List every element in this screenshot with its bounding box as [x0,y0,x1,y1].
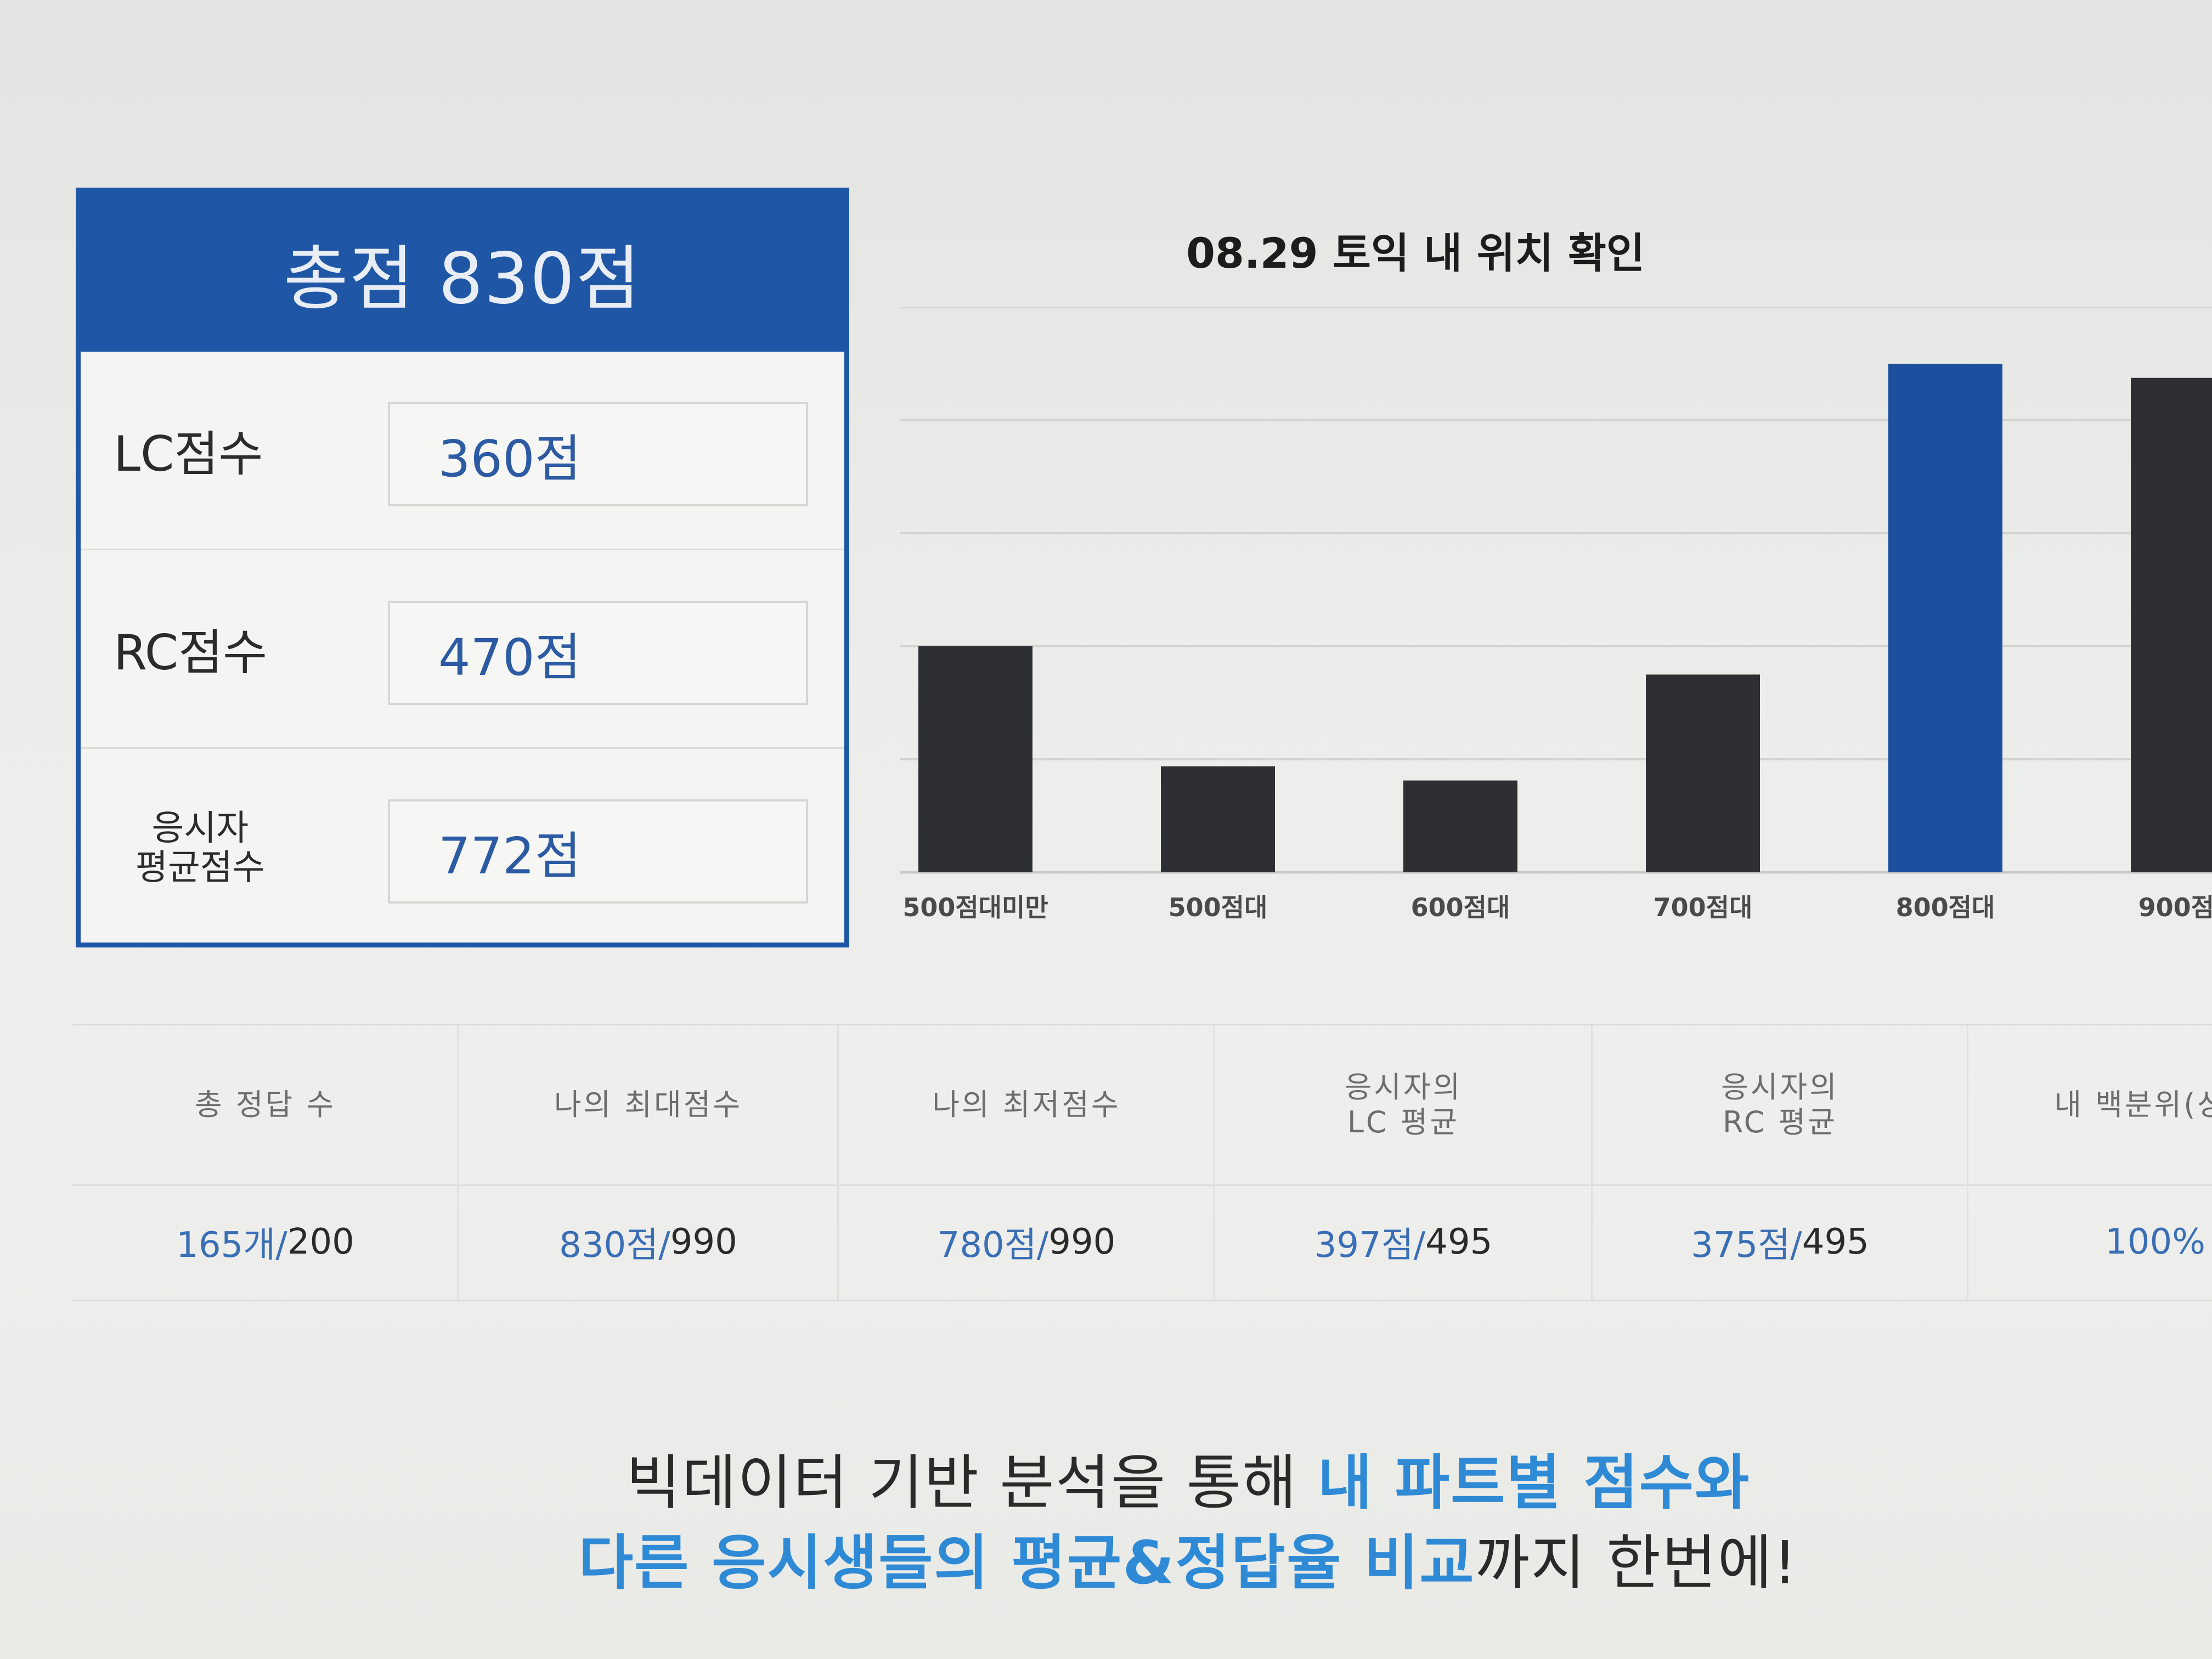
stats-header-row: 총 정답 수 나의 최대점수 나의 최저점수 응시자의 LC 평균 응시자의 RC 평균… [72,1025,2212,1186]
stats-value-primary: 100% [2105,1222,2205,1262]
chart-bar [1888,364,2002,872]
chart-category-label: 700점대 [1654,893,1753,922]
stats-value-total: 200 [287,1222,354,1262]
promo-line-1-highlight: 내 파트별 점수와 [1317,1449,1751,1517]
chart-bar [918,646,1032,872]
chart-category-label: 500점대 [1169,893,1268,922]
chart-bar [1161,766,1275,872]
stats-value-cell: 780점/ 990 [838,1184,1215,1300]
stats-column-divider [1591,1025,1593,1300]
chart-bar [1646,674,1760,872]
stats-value-primary: 397점/ [1314,1225,1426,1266]
chart-bar [2131,377,2212,872]
promo-line-1-dark: 빅데이터 기반 분석을 통해 [626,1449,1318,1517]
stats-value-cell: 375점/ 495 [1592,1184,1968,1300]
stats-column-divider [1214,1025,1215,1300]
stats-header-cell: 내 백분위(상위 [2054,1087,2212,1122]
stats-value-row: 165개/ 200 830점/ 990 780점/ 990 397점/ 495 375점… [72,1184,2212,1300]
chart-category-label: 800점대 [1896,893,1995,922]
stats-value-total: 990 [670,1222,737,1262]
score-row-lc: LC점수 360점 [81,352,844,550]
promo-line-1: 빅데이터 기반 분석을 통해 내 파트별 점수와 [82,1435,2212,1521]
rc-score-label: RC점수 [114,624,268,681]
chart-bar [1403,780,1517,872]
stats-value-total: 495 [1425,1222,1493,1262]
stats-header-cell: 응시자의 RC 평균 [1721,1070,1839,1139]
total-score-title: 총점 830점 [81,193,844,352]
stats-header-cell: 나의 최대점수 [554,1087,743,1122]
stats-value-total: 495 [1802,1222,1869,1262]
rc-score-value: 470점 [388,601,808,705]
stats-value-cell: 100% [1968,1184,2212,1300]
score-row-average: 응시자 평균점수 772점 [81,749,844,947]
score-card: 총점 830점 LC점수 360점 RC점수 470점 응시자 평균점수 772… [76,188,849,947]
stats-value-primary: 830점/ [559,1225,670,1266]
stats-header-cell: 응시자의 LC 평균 [1344,1070,1463,1139]
stats-value-cell: 397점/ 495 [1215,1184,1592,1300]
chart-category-label: 500점대미만 [902,893,1048,922]
promo-line-2-dark: 까지 한번에! [1475,1529,1798,1598]
promo-line-2-highlight: 다른 응시생들의 평균&정답율 비교 [578,1529,1475,1598]
chart-category-label: 900점대 [2138,893,2212,922]
chart-title: 08.29 토익 내 위치 확인 [1186,229,1645,278]
chart-category-label: 600점대 [1411,893,1510,922]
chart-svg: 500점대미만 500점대 600점대 700점대 800점대 900점대 [900,307,2212,922]
stats-column-divider [837,1025,839,1300]
average-score-label: 응시자 평균점수 [136,808,265,888]
average-score-value: 772점 [388,799,808,904]
stats-column-divider [457,1025,459,1300]
stats-value-cell: 830점/ 990 [458,1184,838,1300]
score-row-rc: RC점수 470점 [81,550,844,749]
score-distribution-chart: 500점대미만 500점대 600점대 700점대 800점대 900점대 [900,307,2212,933]
lc-score-label: LC점수 [114,426,263,482]
promo-line-2: 다른 응시생들의 평균&정답율 비교까지 한번에! [82,1515,2212,1601]
stats-value-primary: 780점/ [937,1225,1049,1266]
stats-value-total: 990 [1048,1222,1116,1262]
lc-score-value: 360점 [388,402,808,506]
stats-header-cell: 총 정답 수 [194,1087,336,1122]
stats-table: 총 정답 수 나의 최대점수 나의 최저점수 응시자의 LC 평균 응시자의 RC 평균… [72,1024,2212,1301]
stats-value-primary: 165개/ [176,1225,287,1266]
stats-value-cell: 165개/ 200 [72,1184,458,1300]
stats-header-cell: 나의 최저점수 [932,1087,1121,1122]
stats-column-divider [1967,1025,1968,1300]
stats-value-primary: 375점/ [1691,1225,1802,1266]
